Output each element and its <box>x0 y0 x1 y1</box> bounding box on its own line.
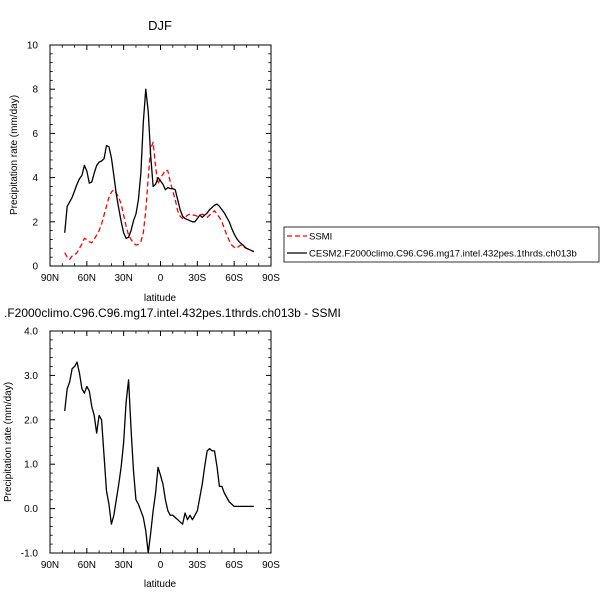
bottom-y-tick-label: 3.0 <box>24 371 38 382</box>
top-x-axis-label: latitude <box>144 293 177 304</box>
top-y-tick-label: 6 <box>32 129 38 140</box>
top-plot-frame <box>49 44 272 267</box>
top-axis-ticks: 90N 60N 30N 0 30S 60S 90S 0 2 4 6 8 10 <box>27 41 280 285</box>
bottom-series-lines <box>64 361 254 554</box>
top-series-line-1 <box>64 88 255 253</box>
bottom-x-tick-label: 60N <box>78 560 96 571</box>
top-x-tick-label: 30S <box>188 273 206 284</box>
bottom-x-tick-label: 30S <box>188 560 206 571</box>
bottom-series-line-0 <box>64 361 254 554</box>
bottom-y-tick-label: 4.0 <box>24 327 38 338</box>
bottom-plot-frame <box>49 330 272 554</box>
top-series-lines <box>64 88 255 261</box>
legend: SSMI CESM2.F2000climo.C96.C96.mg17.intel… <box>283 226 600 263</box>
top-y-tick-label: 4 <box>32 173 38 184</box>
bottom-x-tick-label: 30N <box>114 560 132 571</box>
top-series-line-0 <box>64 141 255 261</box>
top-x-tick-label: 90N <box>41 273 59 284</box>
legend-label-cesm: CESM2.F2000climo.C96.C96.mg17.intel.432p… <box>309 249 577 260</box>
bottom-y-tick-label: 0.0 <box>24 504 38 515</box>
bottom-y-tick-label: 1.0 <box>24 460 38 471</box>
bottom-x-tick-label: 0 <box>158 560 164 571</box>
legend-label-ssmi: SSMI <box>309 232 332 243</box>
bottom-x-tick-label: 60S <box>225 560 243 571</box>
top-y-axis-label: Precipitation rate (mm/day) <box>9 95 20 215</box>
bottom-y-axis-label: Precipitation rate (mm/day) <box>3 382 14 502</box>
top-x-tick-label: 60S <box>225 273 243 284</box>
top-y-tick-label: 0 <box>32 262 38 273</box>
top-y-tick-label: 8 <box>32 85 38 96</box>
bottom-y-tick-label: 2.0 <box>24 415 38 426</box>
top-x-tick-label: 30N <box>114 273 132 284</box>
top-x-tick-label: 60N <box>78 273 96 284</box>
top-panel: DJF Precipitation rate (mm/day) latitude… <box>9 18 280 304</box>
bottom-panel: .F2000climo.C96.C96.mg17.intel.432pes.1t… <box>3 306 341 590</box>
top-y-tick-label: 10 <box>27 41 39 52</box>
top-chart-title: DJF <box>148 18 172 33</box>
bottom-chart-title: .F2000climo.C96.C96.mg17.intel.432pes.1t… <box>4 306 341 320</box>
bottom-y-tick-label: -1.0 <box>21 549 39 560</box>
bottom-x-axis-label: latitude <box>144 579 177 590</box>
top-y-tick-label: 2 <box>32 217 38 228</box>
bottom-x-tick-label: 90S <box>262 560 280 571</box>
legend-box <box>283 226 600 263</box>
top-x-tick-label: 0 <box>158 273 164 284</box>
bottom-x-tick-label: 90N <box>41 560 59 571</box>
top-x-tick-label: 90S <box>262 273 280 284</box>
